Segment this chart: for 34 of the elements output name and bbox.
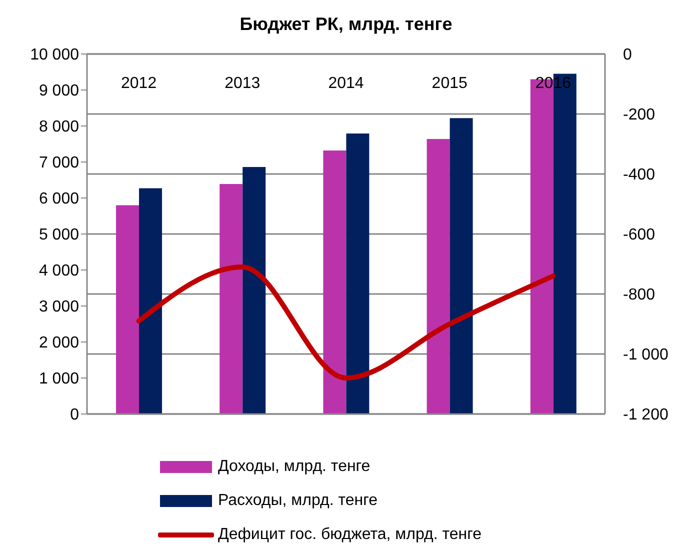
x-tick-label: 2014 — [328, 75, 364, 92]
y-tick-label: 7 000 — [38, 154, 80, 172]
x-tick-label: 2013 — [224, 75, 260, 92]
y-tick-label: 4 000 — [38, 262, 80, 280]
y-tick-label: 10 000 — [30, 46, 80, 64]
y-tick-label: 5 000 — [38, 226, 80, 244]
y2-tick-label: -800 — [623, 286, 656, 304]
x-tick-label: 2015 — [432, 75, 468, 92]
y2-tick-label: -200 — [623, 106, 656, 124]
bar — [426, 138, 450, 414]
y2-tick-label: 0 — [623, 46, 632, 64]
bar — [220, 184, 243, 414]
y-tick-label: 3 000 — [38, 298, 80, 316]
legend-label: Дефицит гос. бюджета, млрд. тенге — [218, 526, 482, 544]
bar — [346, 134, 370, 414]
y-tick-label: 8 000 — [38, 118, 80, 136]
y-tick-label: 1 000 — [38, 370, 80, 388]
legend-label: Расходы, млрд. тенге — [218, 492, 378, 510]
x-tick-label: 2012 — [121, 75, 157, 92]
legend-label: Доходы, млрд. тенге — [218, 458, 370, 476]
y-tick-label: 0 — [70, 406, 80, 424]
y-tick-label: 6 000 — [38, 190, 80, 208]
bar — [139, 188, 162, 414]
bar — [450, 118, 473, 414]
y2-tick-label: -400 — [623, 166, 656, 184]
chart-title: Бюджет РК, млрд. тенге — [240, 14, 452, 34]
bar — [323, 150, 346, 414]
y2-tick-label: -1 000 — [623, 346, 668, 364]
y2-tick-label: -1 200 — [623, 406, 668, 424]
y-tick-label: 2 000 — [38, 334, 80, 352]
bar — [116, 205, 140, 414]
bar — [242, 167, 266, 414]
y-tick-label: 9 000 — [38, 82, 80, 100]
y2-tick-label: -600 — [623, 226, 656, 244]
